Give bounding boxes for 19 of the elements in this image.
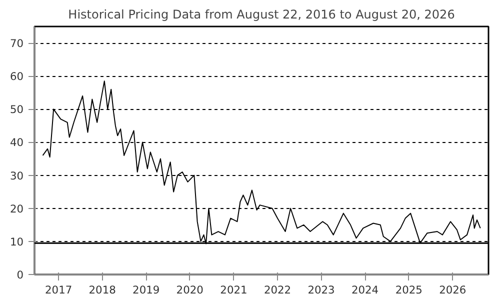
x-tick-label: 2026 <box>439 284 466 296</box>
x-tick-label: 2018 <box>88 284 116 296</box>
x-tick-label: 2019 <box>132 284 160 296</box>
x-tick-label: 2025 <box>395 284 422 296</box>
y-tick-label: 30 <box>10 169 24 182</box>
x-tick-label: 2021 <box>220 284 248 296</box>
x-tick-label: 2017 <box>45 284 72 296</box>
x-tick-label: 2023 <box>308 284 335 296</box>
chart-title: Historical Pricing Data from August 22, 2016 to August 20, 2026 <box>68 8 455 22</box>
y-tick-label: 0 <box>16 268 24 282</box>
y-tick-label: 60 <box>10 70 24 84</box>
y-tick-label: 50 <box>10 103 24 116</box>
x-tick-label: 2020 <box>176 284 204 296</box>
y-tick-label: 10 <box>10 235 24 248</box>
y-tick-label: 70 <box>10 37 24 50</box>
x-tick-label: 2024 <box>351 284 379 296</box>
x-tick-label: 2022 <box>264 284 292 296</box>
y-tick-label: 40 <box>10 136 24 150</box>
y-tick-label: 20 <box>10 202 24 216</box>
